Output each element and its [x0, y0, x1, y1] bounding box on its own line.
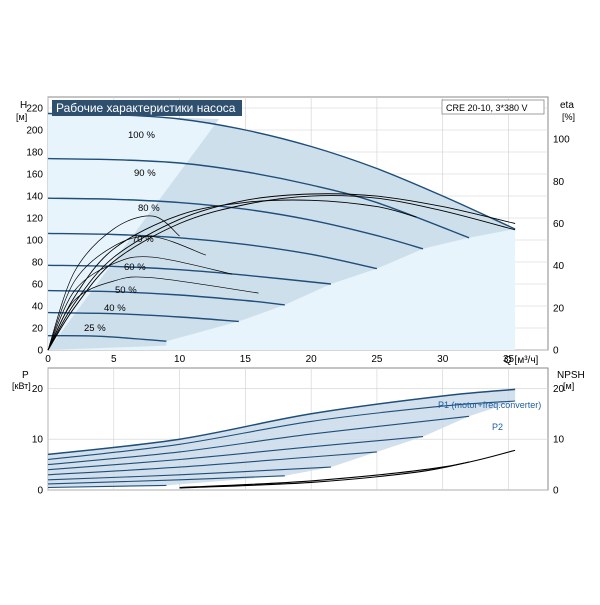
head-curve: [47, 157, 470, 239]
efficiency-curve: [47, 236, 207, 351]
y-tick-label: 60: [32, 280, 44, 291]
head-curve: [47, 334, 167, 342]
efficiency-curve: [47, 199, 417, 351]
power-y-tick-label: 20: [32, 384, 44, 395]
x-tick-label: 15: [240, 354, 252, 365]
efficiency-curve: [47, 256, 233, 351]
model-label-box: [441, 99, 545, 115]
series-label-p2: P2: [492, 422, 503, 432]
y2-tick-label: 20: [553, 303, 565, 314]
series-label-p1: P1 (motor+freq.converter): [438, 400, 541, 410]
speed-label: 90 %: [134, 168, 156, 179]
y-tick-label: 20: [32, 324, 44, 335]
head-curve: [47, 289, 285, 306]
y-axis-unit-h: [м]: [16, 112, 27, 122]
y-tick-label: 140: [26, 192, 43, 203]
npsh-y-tick-label: 10: [553, 435, 565, 446]
power-curve: [47, 451, 377, 476]
efficiency-curve: [47, 276, 259, 351]
x-tick-label: 5: [111, 354, 117, 365]
x-tick-label: 0: [45, 354, 51, 365]
power-curve: [47, 436, 424, 471]
model-label: CRE 20-10, 3*380 V: [446, 103, 528, 113]
speed-label: 60 %: [124, 262, 146, 273]
efficiency-curve: [47, 193, 516, 351]
y2-axis-label-eta: eta: [560, 100, 574, 111]
speed-label: 50 %: [115, 285, 137, 296]
speed-label: 70 %: [132, 234, 154, 245]
power-tick-labels: 0 10 20 0 10 20: [32, 384, 565, 497]
y-tick-label: 200: [26, 126, 43, 137]
speed-label: 40 %: [104, 303, 126, 314]
efficiency-curve: [47, 215, 180, 351]
npsh-curve: [179, 449, 516, 489]
head-curve: [47, 232, 378, 270]
y-axis-label-h: H: [20, 100, 27, 111]
head-curve: [47, 264, 331, 285]
y-axis-label-p: P: [22, 370, 29, 381]
x-tick-label: 20: [306, 354, 318, 365]
power-curve: [47, 466, 331, 481]
power-curves: [47, 388, 516, 489]
power-y-tick-label: 10: [32, 435, 44, 446]
y2-axis-unit-npsh: [м]: [563, 381, 574, 391]
npsh-curve: [179, 461, 470, 489]
power-panel: 0 10 20 0 10 20 P [кВт] NPSH [м] P1 (motor+fr…: [12, 367, 585, 497]
power-curve: [47, 388, 516, 456]
head-panel: 100 % 90 % 80 % 70 % 60 % 50 % 40 % 25 % 0 5 10 15…: [16, 96, 575, 366]
speed-label: 100 %: [128, 130, 155, 141]
efficiency-curve: [47, 195, 516, 351]
npsh-y-tick-label: 0: [553, 486, 559, 497]
title-bar: [52, 100, 242, 116]
speed-label: 80 %: [138, 203, 160, 214]
power-curve: [47, 484, 167, 489]
y-tick-label: 220: [26, 104, 43, 115]
x-tick-label: 35: [503, 354, 515, 365]
speed-label: 25 %: [84, 323, 106, 334]
y-tick-label: 180: [26, 148, 43, 159]
head-curve: [47, 197, 424, 250]
npsh-y-tick-label: 20: [553, 384, 565, 395]
power-y-tick-label: 0: [37, 486, 43, 497]
y-tick-label: 0: [37, 346, 43, 357]
x-tick-label: 30: [437, 354, 449, 365]
y2-axis-label-npsh: NPSH: [557, 370, 585, 381]
x-tick-label: 10: [174, 354, 186, 365]
head-tick-labels: 0 5 10 15 20 25 30 35 0 20 40 60 80 100 120 140 160 180 20…: [26, 104, 570, 366]
y2-axis-unit-eta: [%]: [562, 112, 575, 122]
y-tick-label: 100: [26, 236, 43, 247]
y2-tick-label: 0: [553, 346, 559, 357]
y2-tick-label: 60: [553, 219, 565, 230]
power-curve: [47, 415, 470, 466]
y-tick-label: 40: [32, 302, 44, 313]
x-tick-label: 25: [371, 354, 383, 365]
y2-tick-label: 40: [553, 261, 565, 272]
y-axis-unit-p: [кВт]: [12, 381, 31, 391]
head-operating-areas: [48, 113, 516, 350]
chart-title: Рабочие характеристики насоса: [56, 101, 236, 115]
y2-tick-label: 80: [553, 177, 565, 188]
head-operating-area: [48, 113, 516, 350]
y-tick-label: 80: [32, 258, 44, 269]
y2-tick-label: 100: [553, 135, 570, 146]
x-axis-label: Q [м³/ч]: [504, 355, 539, 366]
power-curve: [47, 475, 285, 485]
power-curve: [47, 400, 516, 461]
head-curve: [47, 311, 239, 323]
y-tick-label: 120: [26, 214, 43, 225]
y-tick-label: 160: [26, 170, 43, 181]
